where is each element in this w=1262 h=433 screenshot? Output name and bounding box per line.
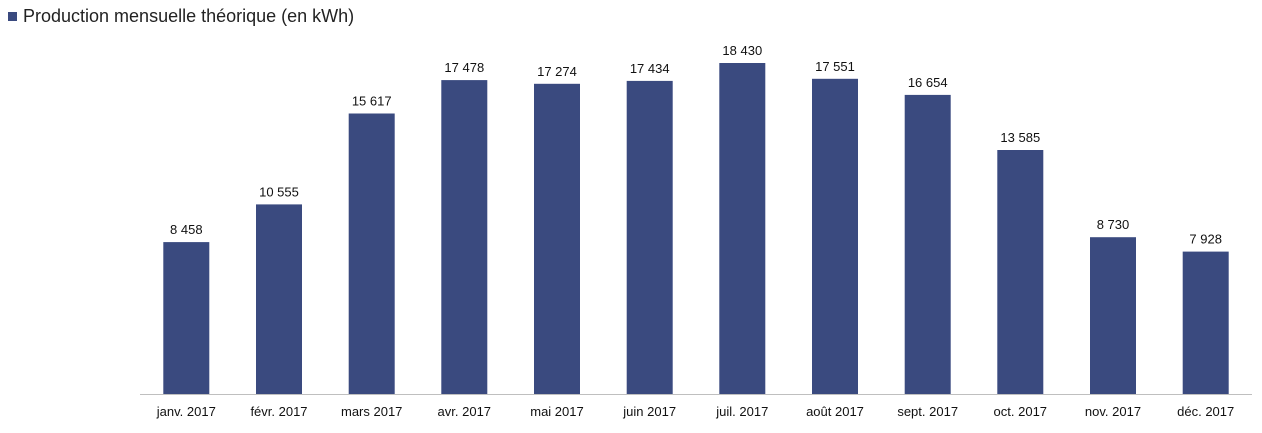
bar-0: [163, 242, 210, 394]
bar-value-label-9: 13 585: [1000, 130, 1040, 145]
bar-1: [256, 204, 302, 394]
x-tick-labels-group: janv. 2017 févr. 2017 mars 2017 avr. 2017 ma…: [156, 404, 1234, 419]
bar-value-label-4: 17 274: [537, 64, 577, 79]
bar-value-label-10: 8 730: [1097, 217, 1130, 232]
bar-labels-group: 8 458 10 555 15 617 17 478 17 274 17 434 18 43…: [170, 43, 1222, 247]
bar-3: [441, 80, 488, 394]
bar-4: [534, 83, 580, 395]
bar-9: [997, 150, 1044, 394]
x-tick-label-6: juil. 2017: [715, 404, 768, 419]
x-tick-label-8: sept. 2017: [897, 404, 958, 419]
x-tick-label-10: nov. 2017: [1085, 404, 1141, 419]
x-tick-label-11: déc. 2017: [1177, 404, 1234, 419]
bar-7: [812, 78, 858, 395]
x-tick-label-4: mai 2017: [530, 404, 583, 419]
bar-value-label-7: 17 551: [815, 59, 855, 74]
x-tick-label-3: avr. 2017: [438, 404, 492, 419]
x-tick-label-7: août 2017: [806, 404, 864, 419]
legend-swatch: [8, 11, 17, 21]
bar-value-label-1: 10 555: [259, 184, 299, 199]
bar-value-label-11: 7 928: [1189, 232, 1222, 247]
bar-8: [904, 94, 951, 395]
legend-label: Production mensuelle théorique (en kWh): [23, 5, 355, 26]
bars-group: [163, 63, 1229, 395]
x-tick-label-9: oct. 2017: [994, 404, 1048, 419]
chart-legend: Production mensuelle théorique (en kWh): [8, 4, 354, 28]
bar-value-label-0: 8 458: [170, 222, 203, 237]
bar-6: [719, 63, 766, 394]
bar-value-label-8: 16 654: [908, 75, 948, 90]
x-tick-label-0: janv. 2017: [156, 404, 216, 419]
bar-value-label-3: 17 478: [444, 60, 484, 75]
bar-11: [1182, 251, 1229, 394]
bar-value-label-5: 17 434: [630, 61, 670, 76]
bar-value-label-2: 15 617: [352, 94, 392, 109]
x-tick-label-1: févr. 2017: [250, 404, 307, 419]
bar-5: [626, 80, 673, 395]
bar-value-label-6: 18 430: [722, 43, 762, 58]
bar-10: [1090, 237, 1136, 394]
x-tick-label-5: juin 2017: [622, 404, 676, 419]
bar-2: [348, 113, 395, 394]
x-tick-label-2: mars 2017: [341, 404, 402, 419]
